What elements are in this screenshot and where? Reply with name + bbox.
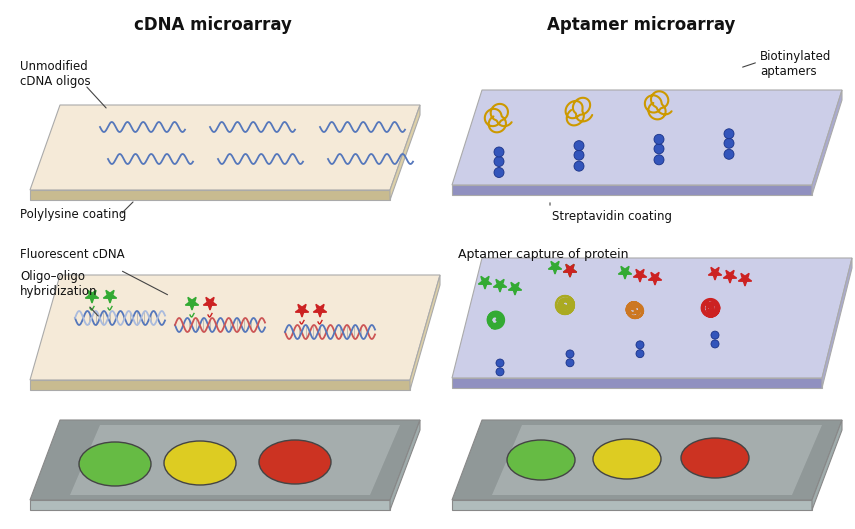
Polygon shape — [86, 290, 98, 303]
Text: Polylysine coating: Polylysine coating — [20, 208, 127, 221]
Circle shape — [724, 138, 734, 148]
Ellipse shape — [681, 438, 749, 478]
Polygon shape — [313, 304, 327, 317]
Polygon shape — [452, 500, 812, 510]
Polygon shape — [70, 425, 400, 495]
Polygon shape — [822, 258, 852, 388]
Circle shape — [574, 150, 584, 160]
Polygon shape — [493, 279, 507, 292]
Circle shape — [636, 350, 644, 358]
Polygon shape — [634, 269, 646, 282]
Circle shape — [494, 168, 504, 178]
Polygon shape — [548, 261, 562, 274]
Circle shape — [711, 340, 719, 348]
Text: Aptamer microarray: Aptamer microarray — [547, 16, 735, 34]
Polygon shape — [478, 276, 492, 289]
Polygon shape — [563, 264, 576, 277]
Polygon shape — [452, 420, 842, 500]
Ellipse shape — [164, 441, 236, 485]
Polygon shape — [452, 185, 812, 195]
Polygon shape — [708, 267, 722, 280]
Circle shape — [654, 144, 664, 154]
Circle shape — [654, 155, 664, 165]
Polygon shape — [452, 90, 842, 185]
Polygon shape — [812, 420, 842, 510]
Circle shape — [654, 134, 664, 144]
Text: cDNA microarray: cDNA microarray — [134, 16, 292, 34]
Polygon shape — [410, 275, 440, 390]
Polygon shape — [452, 258, 852, 378]
Polygon shape — [30, 500, 390, 510]
Circle shape — [574, 141, 584, 151]
Polygon shape — [509, 282, 522, 295]
Circle shape — [494, 147, 504, 157]
Circle shape — [724, 129, 734, 139]
Polygon shape — [390, 420, 420, 510]
Polygon shape — [492, 425, 822, 495]
Text: Unmodified
cDNA oligos: Unmodified cDNA oligos — [20, 60, 91, 88]
Polygon shape — [563, 264, 576, 277]
Ellipse shape — [593, 439, 661, 479]
Text: Oligo–oligo
hybridization: Oligo–oligo hybridization — [20, 270, 97, 298]
Polygon shape — [30, 380, 410, 390]
Text: Streptavidin coating: Streptavidin coating — [552, 210, 672, 223]
Circle shape — [566, 350, 574, 358]
Polygon shape — [186, 297, 198, 310]
Circle shape — [711, 331, 719, 339]
Polygon shape — [739, 273, 752, 286]
Ellipse shape — [259, 440, 331, 484]
Circle shape — [566, 359, 574, 367]
Polygon shape — [30, 275, 440, 380]
Polygon shape — [812, 90, 842, 195]
Circle shape — [494, 157, 504, 167]
Circle shape — [724, 149, 734, 159]
Text: Fluorescent cDNA: Fluorescent cDNA — [20, 248, 125, 261]
Ellipse shape — [79, 442, 151, 486]
Polygon shape — [295, 304, 309, 317]
Polygon shape — [30, 190, 390, 200]
Circle shape — [574, 161, 584, 171]
Ellipse shape — [507, 440, 575, 480]
Polygon shape — [648, 272, 662, 285]
Polygon shape — [103, 290, 116, 303]
Circle shape — [496, 359, 504, 367]
Polygon shape — [390, 105, 420, 200]
Text: Biotinylated
aptamers: Biotinylated aptamers — [760, 50, 831, 78]
Polygon shape — [30, 420, 420, 500]
Circle shape — [636, 341, 644, 349]
Polygon shape — [618, 266, 632, 279]
Text: Aptamer capture of protein: Aptamer capture of protein — [458, 248, 628, 261]
Circle shape — [496, 368, 504, 376]
Polygon shape — [723, 270, 737, 283]
Polygon shape — [30, 105, 420, 190]
Polygon shape — [452, 378, 822, 388]
Polygon shape — [203, 297, 216, 310]
